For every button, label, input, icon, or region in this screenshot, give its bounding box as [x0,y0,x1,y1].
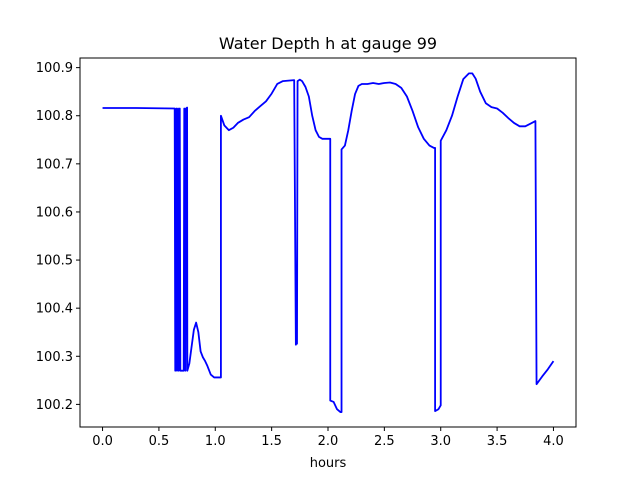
y-tick-label: 100.2 [36,398,73,413]
x-tick-label: 1.5 [261,434,282,449]
plot-area [79,57,577,428]
series-line-0 [102,72,555,413]
y-tick-label: 100.7 [36,157,73,172]
y-tick-label: 100.8 [36,109,73,124]
x-axis: 0.0 0.5 1.0 1.5 2.0 2.5 3.0 3.5 4.0 [92,427,564,449]
chart-title: Water Depth h at gauge 99 [219,34,437,53]
x-tick-label: 0.0 [92,434,113,449]
x-tick-label: 1.0 [205,434,226,449]
series-layer [102,72,555,413]
y-tick-label: 100.9 [36,61,73,76]
x-tick-label: 3.5 [487,434,508,449]
y-tick-label: 100.6 [36,205,73,220]
x-tick-label: 2.5 [374,434,395,449]
x-axis-label: hours [310,456,347,471]
x-tick-label: 0.5 [149,434,170,449]
y-tick-label: 100.4 [36,302,73,317]
x-tick-label: 2.0 [318,434,339,449]
x-tick-label: 4.0 [543,434,564,449]
plot-background [80,58,576,427]
x-tick-label: 3.0 [430,434,451,449]
y-tick-label: 100.5 [36,254,73,269]
y-axis: 100.2 100.3 100.4 100.5 100.6 100.7 100.8 100.9 [36,61,80,413]
y-tick-label: 100.3 [36,350,73,365]
